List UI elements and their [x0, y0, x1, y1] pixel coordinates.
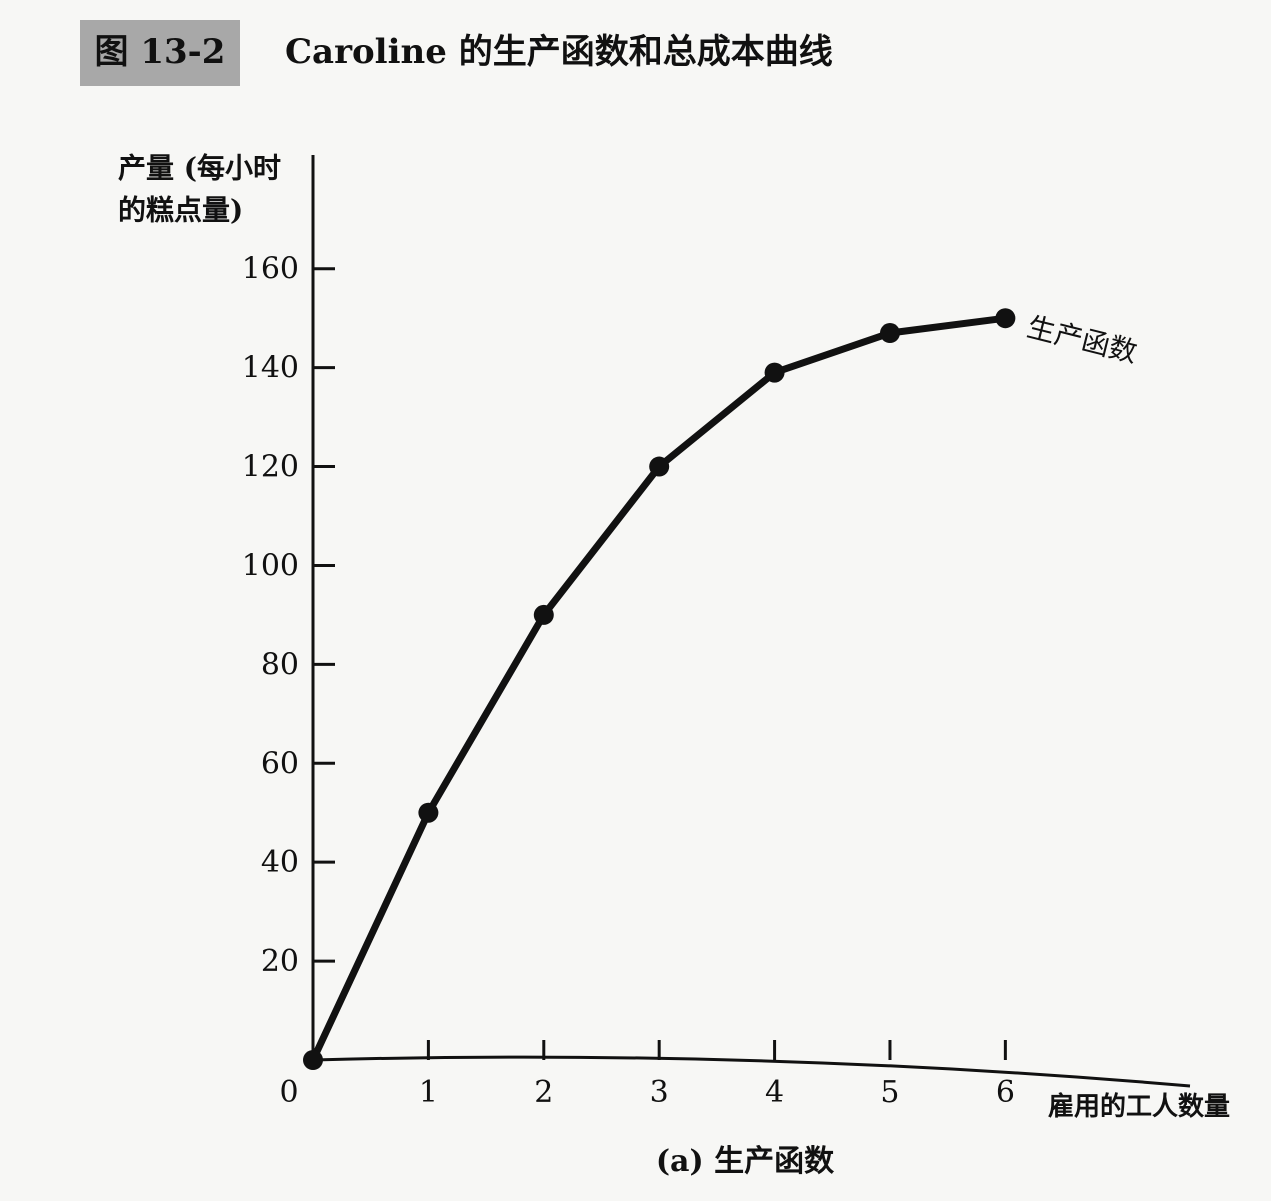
y-tick-label: 160	[242, 252, 299, 287]
x-tick-label: 6	[996, 1075, 1015, 1110]
data-point	[418, 802, 439, 823]
y-tick-label: 140	[242, 351, 299, 386]
data-point	[649, 456, 670, 477]
data-point	[879, 323, 900, 344]
y-tick-label: 100	[242, 548, 299, 583]
x-tick-label: 4	[765, 1075, 784, 1110]
x-tick-label: 0	[279, 1075, 298, 1110]
x-tick-label: 5	[880, 1075, 899, 1110]
figure-label-box	[80, 20, 240, 86]
chart-subtitle: (a) 生产函数	[656, 1144, 835, 1179]
x-tick-label: 3	[650, 1075, 669, 1110]
x-tick-label: 1	[419, 1075, 438, 1110]
y-axis-label: 的糕点量)	[118, 194, 243, 227]
y-tick-label: 60	[261, 746, 299, 781]
chart-title: Caroline 的生产函数和总成本曲线	[285, 32, 833, 72]
x-tick-label: 2	[534, 1075, 553, 1110]
x-axis	[312, 1055, 1191, 1088]
figure-label: 图 13-2	[95, 32, 226, 72]
data-point	[995, 308, 1016, 329]
data-point	[303, 1050, 323, 1070]
y-tick-label: 40	[261, 845, 299, 880]
x-axis-label: 雇用的工人数量	[1048, 1091, 1230, 1122]
y-tick-label: 80	[261, 647, 299, 682]
data-point	[764, 362, 785, 383]
y-tick-label: 20	[261, 944, 299, 979]
data-point	[533, 604, 554, 625]
y-tick-label: 120	[242, 450, 299, 485]
y-axis-label: 产量 (每小时	[118, 152, 281, 185]
